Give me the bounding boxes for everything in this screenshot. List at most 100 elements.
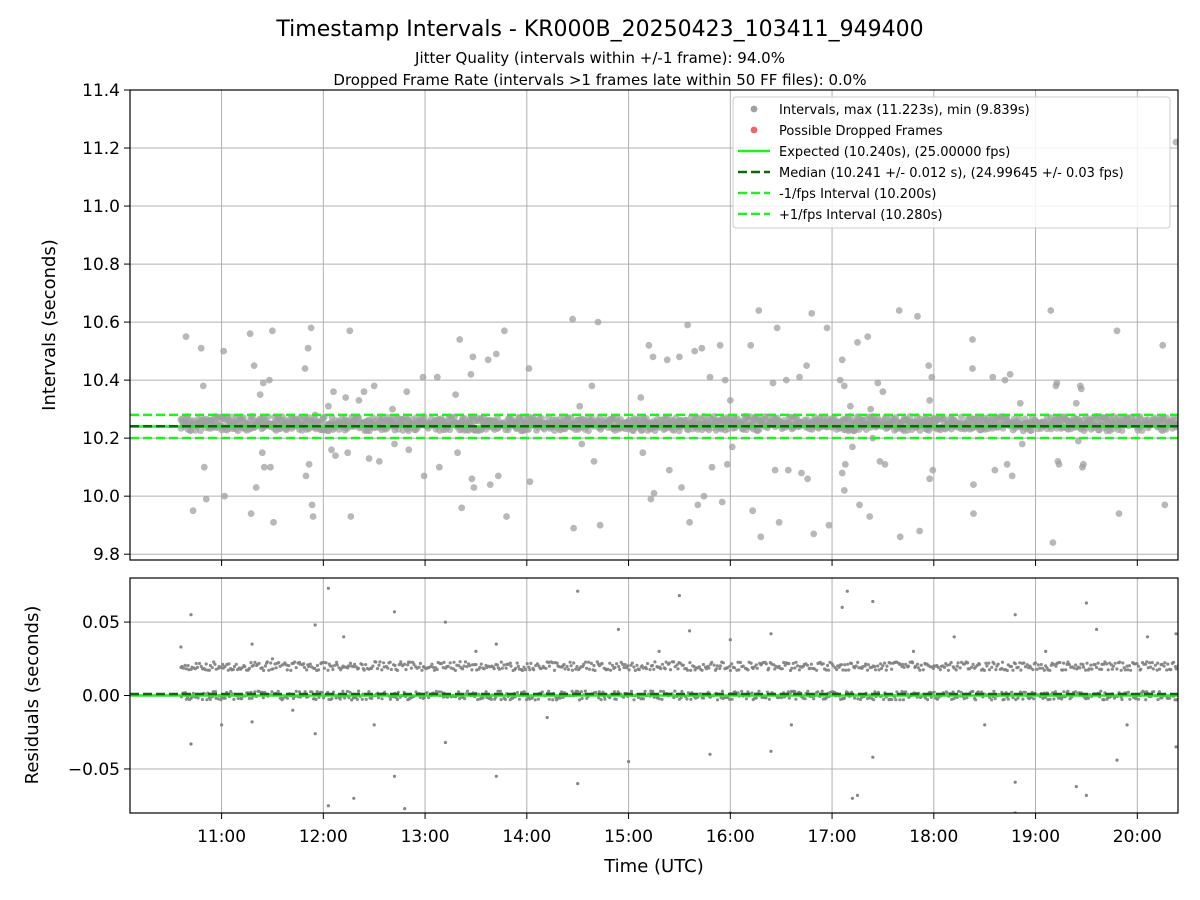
legend-label: Median (10.241 +/- 0.012 s), (24.99645 +… xyxy=(779,166,1124,181)
data-point-band xyxy=(1148,661,1152,665)
data-point xyxy=(755,307,763,314)
data-point-band xyxy=(303,690,307,694)
data-point xyxy=(728,443,736,451)
data-point-band xyxy=(936,665,941,670)
data-point xyxy=(403,388,411,396)
data-point xyxy=(952,635,956,639)
y-tick-label: 10.0 xyxy=(82,487,120,507)
data-point-band xyxy=(872,698,876,702)
data-point xyxy=(808,310,816,317)
data-point-band xyxy=(949,660,953,665)
data-point-band xyxy=(470,668,474,672)
data-point xyxy=(840,382,848,390)
data-point-band xyxy=(270,690,274,694)
data-point-band xyxy=(320,690,324,695)
data-point xyxy=(718,498,726,506)
data-point-band xyxy=(515,690,520,695)
data-point-band xyxy=(890,667,894,671)
data-point-band xyxy=(226,668,230,672)
data-point xyxy=(220,347,228,355)
y-tick-label: 10.8 xyxy=(82,255,120,275)
data-point xyxy=(344,449,352,457)
data-point-band xyxy=(1139,667,1143,671)
data-point-band xyxy=(962,697,966,701)
data-point-band xyxy=(1138,427,1146,434)
data-point-band xyxy=(285,696,289,700)
data-point-band xyxy=(409,666,413,670)
data-point-band xyxy=(271,667,275,671)
data-point-band xyxy=(1153,663,1157,667)
data-point-band xyxy=(348,661,352,665)
data-point-band xyxy=(974,698,978,702)
data-point-band xyxy=(420,668,424,672)
data-point xyxy=(392,610,397,614)
data-point xyxy=(247,510,255,517)
data-point-band xyxy=(330,697,334,701)
data-point-band xyxy=(199,664,203,669)
data-point-band xyxy=(1115,667,1119,671)
data-point-band xyxy=(1134,697,1138,701)
data-point-band xyxy=(1145,660,1149,664)
data-point xyxy=(494,472,502,480)
data-point-band xyxy=(252,663,256,667)
data-point-band xyxy=(898,698,902,702)
data-point-band xyxy=(865,668,870,672)
data-point xyxy=(467,370,475,378)
data-point-band xyxy=(688,661,692,665)
data-point-band xyxy=(386,666,390,670)
data-point-band xyxy=(675,663,679,667)
data-point-band xyxy=(923,696,928,700)
data-point-band xyxy=(395,668,400,673)
data-point-band xyxy=(720,689,725,693)
data-point xyxy=(970,510,977,517)
data-point-band xyxy=(517,697,522,701)
data-point-band xyxy=(646,662,650,666)
data-point-band xyxy=(250,696,254,700)
data-point-band xyxy=(522,690,526,694)
data-point-band xyxy=(728,664,732,668)
data-point-band xyxy=(681,663,685,667)
data-point-band xyxy=(609,668,613,672)
data-point-band xyxy=(673,689,677,693)
data-point-band xyxy=(305,668,309,672)
data-point-band xyxy=(524,698,529,702)
data-point xyxy=(627,760,631,764)
data-point-band xyxy=(425,691,429,695)
legend: Intervals, max (11.223s), min (9.839s) Po… xyxy=(732,96,1171,229)
data-point-band xyxy=(428,665,433,669)
data-point-band xyxy=(452,660,456,664)
data-point-band xyxy=(281,696,285,701)
data-point-band xyxy=(1011,668,1015,672)
data-point xyxy=(845,589,849,593)
legend-label: -1/fps Interval (10.200s) xyxy=(779,187,936,202)
data-point xyxy=(866,513,874,520)
data-point-band xyxy=(1062,661,1066,665)
data-point-band xyxy=(435,667,439,672)
data-point-band xyxy=(587,660,591,664)
data-point-band xyxy=(360,697,364,701)
data-point xyxy=(269,327,276,335)
data-point-band xyxy=(686,668,690,672)
data-point-band xyxy=(441,666,445,670)
data-point-band xyxy=(186,664,190,668)
data-point xyxy=(874,379,882,387)
data-point xyxy=(876,458,884,465)
legend-box xyxy=(732,96,1171,229)
data-point xyxy=(854,339,861,346)
data-point-band xyxy=(257,661,261,666)
data-point-band xyxy=(389,667,393,672)
data-point xyxy=(983,723,987,727)
data-point-band xyxy=(1013,662,1018,666)
data-point-band xyxy=(707,666,711,670)
data-point-band xyxy=(1085,661,1089,665)
data-point xyxy=(804,475,811,483)
data-point xyxy=(896,533,904,541)
data-point xyxy=(649,353,657,361)
data-point-band xyxy=(525,662,529,666)
data-point-band xyxy=(575,664,579,669)
data-point xyxy=(970,481,977,488)
data-point-band xyxy=(520,668,525,673)
data-point xyxy=(1072,399,1080,407)
